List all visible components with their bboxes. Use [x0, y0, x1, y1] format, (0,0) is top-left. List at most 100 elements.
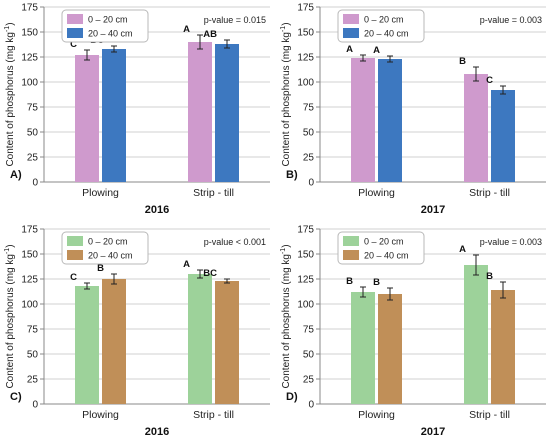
- y-tick-label: 25: [303, 153, 315, 164]
- x-tick-label: Strip - till: [469, 409, 510, 421]
- y-tick-label: 125: [297, 53, 314, 64]
- legend: 0 – 20 cm 20 – 40 cm: [337, 231, 425, 265]
- significance-letter: A: [183, 259, 190, 270]
- y-tick-label: 75: [303, 325, 315, 336]
- bar: [464, 265, 488, 404]
- bar: [188, 42, 212, 182]
- legend: 0 – 20 cm 20 – 40 cm: [61, 231, 149, 265]
- y-tick-label: 100: [297, 300, 314, 311]
- y-tick-label: 100: [21, 78, 38, 89]
- legend-label: 20 – 40 cm: [364, 29, 409, 39]
- bar: [215, 44, 239, 182]
- p-value-label: p-value = 0.003: [480, 15, 542, 25]
- legend-swatch: [343, 14, 359, 24]
- y-tick-label: 150: [21, 28, 38, 39]
- y-tick-label: 175: [21, 3, 38, 14]
- y-axis-label: Content of phosphorus (mg kg-1): [4, 244, 16, 388]
- y-tick-label: 100: [297, 78, 314, 89]
- y-tick-label: 50: [27, 128, 39, 139]
- bar: [188, 274, 212, 404]
- bar: [215, 281, 239, 404]
- legend-swatch: [343, 28, 359, 38]
- bar: [491, 90, 515, 182]
- bar: [351, 292, 375, 404]
- legend-swatch: [343, 236, 359, 246]
- bar: [464, 74, 488, 182]
- legend-box: [337, 231, 425, 265]
- y-tick-label: 150: [297, 250, 314, 261]
- significance-letter: B: [486, 271, 493, 282]
- y-tick-label: 150: [21, 250, 38, 261]
- significance-letter: C: [70, 39, 77, 50]
- legend-swatch: [67, 28, 83, 38]
- chart-panel-4: 0 25 50 75 100 125 150 175 Content of phosphorus…: [280, 225, 546, 438]
- bar: [491, 290, 515, 404]
- significance-letter: B: [97, 263, 104, 274]
- bar: [102, 49, 126, 182]
- significance-letter: A: [346, 44, 353, 55]
- chart-panel-3: 0 25 50 75 100 125 150 175 Content of phosphorus…: [4, 225, 270, 438]
- y-tick-label: 0: [32, 178, 38, 189]
- panel-year: 2016: [145, 426, 169, 438]
- y-tick-label: 125: [21, 275, 38, 286]
- legend-swatch: [67, 250, 83, 260]
- legend-swatch: [343, 250, 359, 260]
- legend-label: 0 – 20 cm: [88, 15, 128, 25]
- y-tick-label: 25: [27, 375, 39, 386]
- y-tick-label: 150: [297, 28, 314, 39]
- legend: 0 – 20 cm 20 – 40 cm: [61, 9, 149, 43]
- x-tick-label: Plowing: [358, 187, 395, 199]
- panel-letter: C): [10, 391, 22, 403]
- p-value-label: p-value = 0.003: [480, 237, 542, 247]
- bar: [102, 279, 126, 404]
- x-tick-label: Strip - till: [469, 187, 510, 199]
- legend-label: 0 – 20 cm: [364, 237, 404, 247]
- y-tick-label: 100: [21, 300, 38, 311]
- panel-letter: B): [286, 169, 298, 181]
- p-value-label: p-value = 0.015: [204, 15, 266, 25]
- significance-letter: A: [373, 45, 380, 56]
- significance-letter: B: [459, 56, 466, 67]
- p-value-label: p-value < 0.001: [204, 237, 266, 247]
- chart-panel-2: 0 25 50 75 100 125 150 175 Content of phosphorus…: [280, 3, 546, 216]
- legend-swatch: [67, 236, 83, 246]
- x-tick-label: Strip - till: [193, 409, 234, 421]
- x-tick-label: Plowing: [358, 409, 395, 421]
- legend: 0 – 20 cm 20 – 40 cm: [337, 9, 425, 43]
- y-tick-label: 0: [308, 178, 314, 189]
- y-axis-label: Content of phosphorus (mg kg-1): [280, 244, 292, 388]
- y-tick-label: 175: [297, 3, 314, 14]
- significance-letter: B: [346, 276, 353, 287]
- x-tick-label: Strip - till: [193, 187, 234, 199]
- y-tick-label: 125: [297, 275, 314, 286]
- panel-year: 2017: [421, 426, 445, 438]
- y-tick-label: 175: [21, 225, 38, 236]
- y-tick-label: 50: [303, 128, 315, 139]
- y-tick-label: 25: [27, 153, 39, 164]
- significance-letter: C: [70, 272, 77, 283]
- panel-year: 2017: [421, 204, 445, 216]
- panel-letter: A): [10, 169, 22, 181]
- legend-box: [61, 231, 149, 265]
- y-tick-label: 0: [308, 400, 314, 411]
- bar: [75, 286, 99, 404]
- chart-panel-1: 0 25 50 75 100 125 150 175 Content of phosphorus…: [4, 3, 270, 216]
- bar: [378, 59, 402, 182]
- legend-label: 20 – 40 cm: [88, 251, 133, 261]
- bar: [351, 58, 375, 182]
- significance-letter: C: [486, 75, 493, 86]
- y-tick-label: 25: [303, 375, 315, 386]
- panel-year: 2016: [145, 204, 169, 216]
- panel-letter: D): [286, 391, 298, 403]
- x-tick-label: Plowing: [82, 409, 119, 421]
- significance-letter: A: [183, 24, 190, 35]
- y-axis-label: Content of phosphorus (mg kg-1): [280, 22, 292, 166]
- significance-letter: BC: [203, 268, 217, 279]
- y-tick-label: 75: [27, 103, 39, 114]
- significance-letter: B: [373, 277, 380, 288]
- legend-label: 0 – 20 cm: [88, 237, 128, 247]
- legend-box: [61, 9, 149, 43]
- legend-box: [337, 9, 425, 43]
